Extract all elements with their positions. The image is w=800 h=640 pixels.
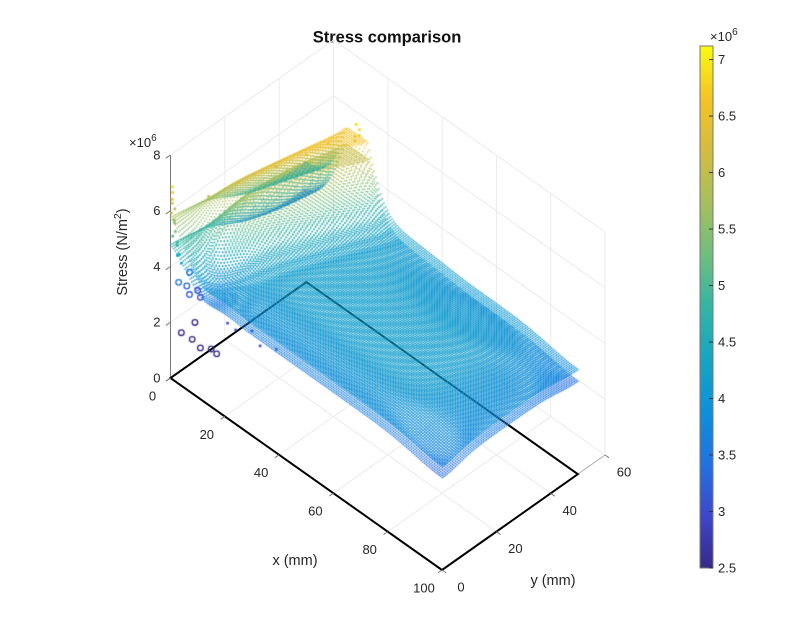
figure-window: Stress comparison 0204060801000204060024… — [0, 0, 800, 640]
surface-point-cloud — [0, 0, 800, 640]
